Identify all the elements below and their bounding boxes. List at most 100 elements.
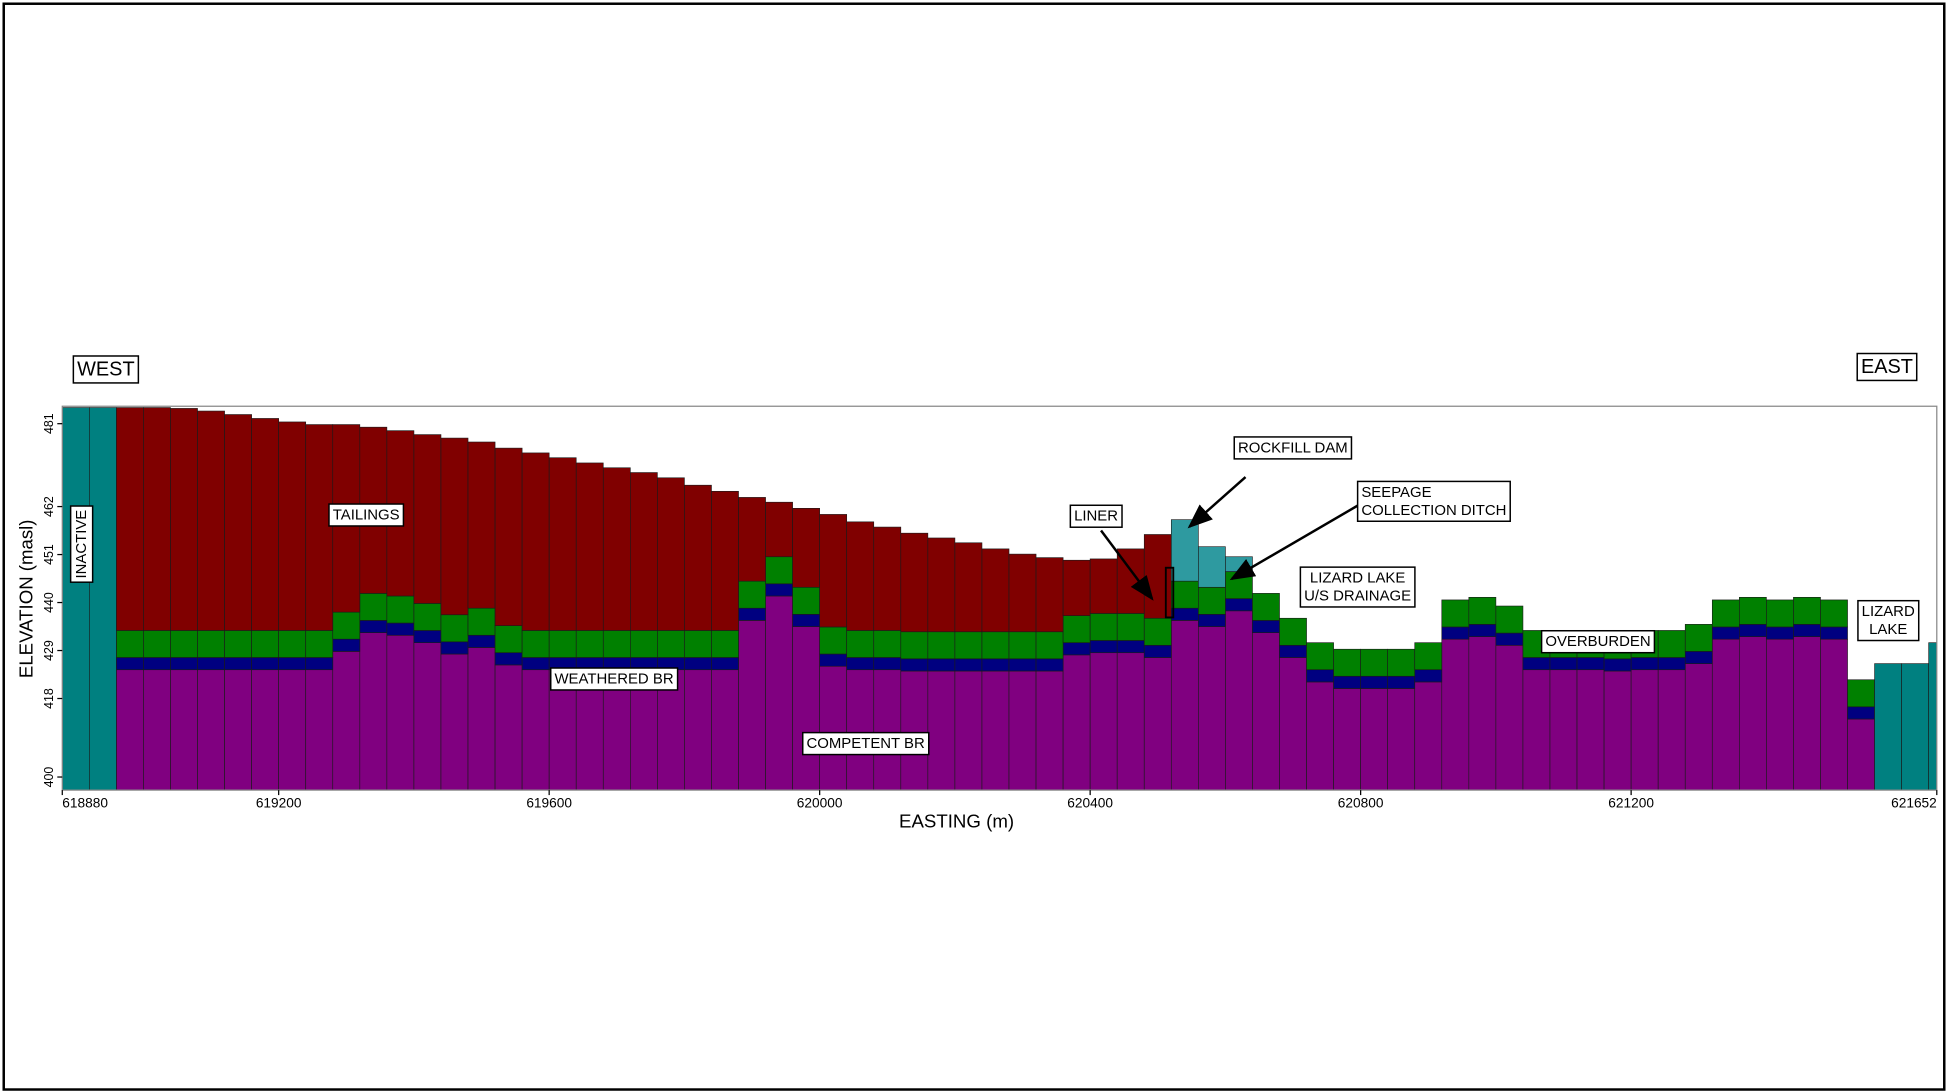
layer-column (495, 665, 522, 790)
layer-column (441, 642, 468, 654)
layer-column (522, 658, 549, 670)
annotation: EAST (1857, 354, 1916, 381)
layer-column (1198, 627, 1225, 791)
layer-column (766, 584, 793, 596)
layer-column (1090, 653, 1117, 790)
layer-column (143, 658, 170, 670)
layer-column (468, 442, 495, 608)
y-tick-label: 481 (42, 413, 56, 434)
layer-column (901, 632, 928, 659)
layer-column (225, 630, 252, 657)
layer-column (820, 666, 847, 790)
layer-column (1550, 658, 1577, 670)
layer-column (1090, 559, 1117, 614)
layer-column (1036, 659, 1063, 671)
layer-label: COMPETENT BR (803, 733, 929, 755)
layer-column (739, 620, 766, 790)
layer-column (414, 603, 441, 630)
layer-column (1848, 707, 1875, 719)
layer-column (1577, 658, 1604, 670)
layer-column (820, 627, 847, 654)
layer-column (252, 658, 279, 670)
layer-column (1712, 639, 1739, 790)
layer-column (414, 643, 441, 790)
layer-column (576, 463, 603, 631)
x-tick-label: 619600 (526, 795, 572, 810)
layer-column (1171, 608, 1198, 620)
layer-column (928, 671, 955, 790)
layer-column (306, 630, 333, 657)
layer-column (1036, 558, 1063, 632)
layer-column (657, 478, 684, 631)
layer-column (684, 658, 711, 670)
layer-column (387, 596, 414, 623)
x-tick-label: 620400 (1067, 795, 1113, 810)
label-text: OVERBURDEN (1545, 633, 1650, 650)
layer-column (306, 670, 333, 790)
layer-column (360, 620, 387, 632)
layer-column (1685, 664, 1712, 791)
layer-column (630, 630, 657, 657)
layer-column (793, 587, 820, 614)
layer-column (1225, 611, 1252, 790)
layer-column (1631, 670, 1658, 790)
layer-column (1117, 653, 1144, 790)
layer-column (414, 630, 441, 642)
layer-column (1902, 664, 1929, 791)
layer-column (198, 670, 225, 790)
layer-column (874, 527, 901, 630)
layer-column (116, 630, 143, 657)
layer-column (1496, 606, 1523, 633)
layer-column (1712, 627, 1739, 639)
annotation: WEST (73, 356, 138, 383)
layer-label: ROCKFILL DAM (1234, 437, 1351, 459)
layer-column (1820, 639, 1847, 790)
layer-column (1279, 658, 1306, 791)
layer-column (901, 659, 928, 671)
layer-column (1550, 670, 1577, 790)
layer-column (874, 670, 901, 790)
layer-column (847, 522, 874, 631)
layer-column (468, 647, 495, 790)
layer-column (1252, 620, 1279, 632)
layer-column (1009, 554, 1036, 632)
layer-column (279, 670, 306, 790)
layer-column (928, 538, 955, 632)
layer-column (1388, 676, 1415, 688)
layer-column (1442, 600, 1469, 627)
layer-column (1469, 624, 1496, 636)
layer-column (387, 623, 414, 635)
layer-column (1496, 645, 1523, 790)
layer-column (1415, 682, 1442, 790)
layer-column (1415, 670, 1442, 682)
layer-column (820, 654, 847, 666)
layer-column (1144, 658, 1171, 791)
layer-column (306, 425, 333, 631)
layer-column (1388, 649, 1415, 676)
layer-column (1279, 645, 1306, 657)
layer-column (766, 596, 793, 790)
layer-column (1793, 597, 1820, 624)
layer-column (522, 670, 549, 790)
layer-column (143, 670, 170, 790)
layer-column (225, 670, 252, 790)
layer-column (1523, 670, 1550, 790)
layer-column (1279, 618, 1306, 645)
layer-column (1820, 627, 1847, 639)
layer-column (441, 615, 468, 642)
y-tick-label: 418 (42, 688, 56, 709)
layer-column (793, 627, 820, 791)
y-tick-label: 429 (42, 640, 56, 661)
layer-column (1334, 676, 1361, 688)
layer-column (1793, 624, 1820, 636)
layer-column (711, 670, 738, 790)
label-text: LINER (1074, 508, 1118, 525)
layer-label: OVERBURDEN (1542, 631, 1655, 653)
layer-column (252, 418, 279, 630)
layer-column (252, 630, 279, 657)
layer-column (1063, 560, 1090, 615)
layer-column (603, 468, 630, 631)
layer-column (1739, 597, 1766, 624)
layer-column (279, 630, 306, 657)
